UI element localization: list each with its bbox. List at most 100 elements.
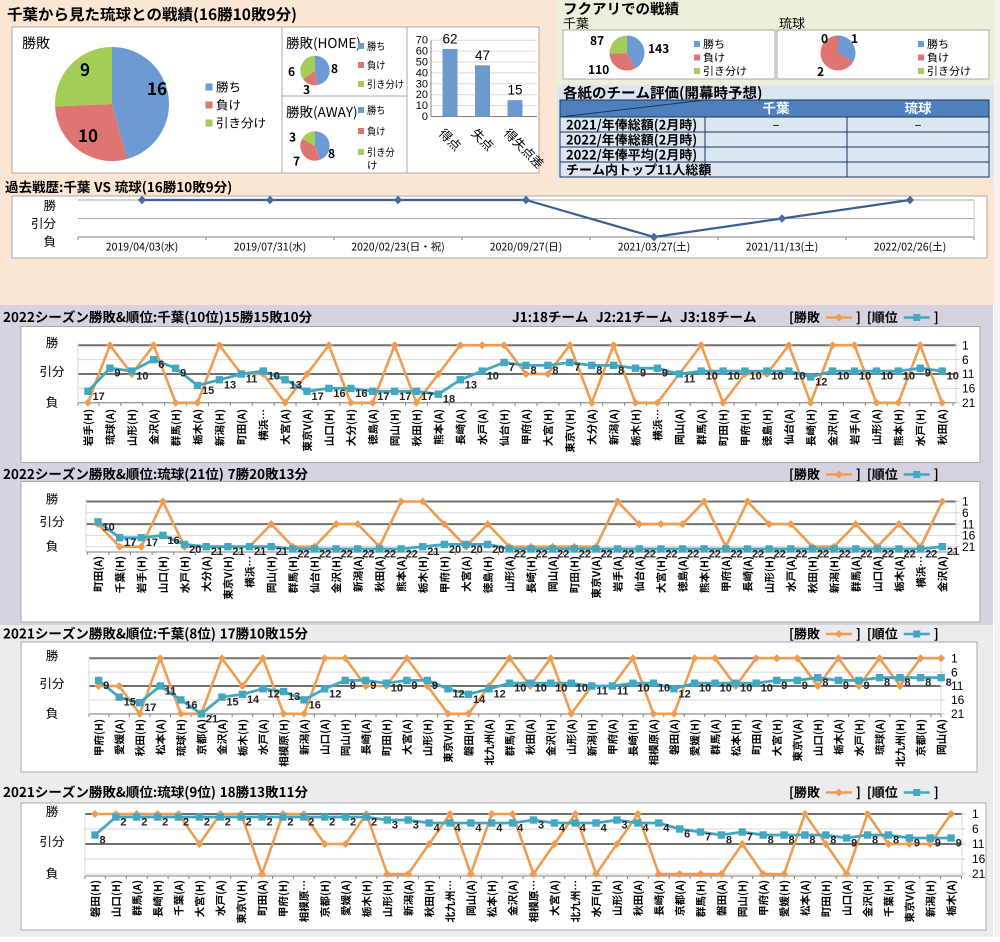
svg-text:6: 6 (962, 506, 969, 520)
svg-text:20: 20 (471, 544, 483, 556)
svg-text:9: 9 (781, 680, 787, 692)
svg-text:12: 12 (815, 376, 827, 388)
svg-text:15: 15 (124, 697, 136, 709)
svg-text:50: 50 (416, 57, 428, 69)
svg-text:0: 0 (422, 111, 428, 123)
svg-text:20: 20 (416, 89, 428, 101)
svg-text:22: 22 (730, 548, 742, 560)
svg-text:21: 21 (947, 546, 959, 558)
svg-text:16: 16 (185, 699, 197, 711)
svg-text:2: 2 (225, 817, 231, 829)
svg-text:1: 1 (951, 651, 958, 665)
svg-text:8: 8 (905, 677, 911, 689)
svg-text:22: 22 (600, 548, 612, 560)
svg-text:14: 14 (247, 694, 260, 706)
svg-text:2: 2 (371, 817, 377, 829)
svg-text:3: 3 (392, 820, 398, 832)
svg-text:9: 9 (114, 368, 120, 380)
svg-text:22: 22 (882, 548, 894, 560)
svg-text:8: 8 (893, 835, 899, 847)
svg-text:22: 22 (817, 548, 829, 560)
svg-text:22: 22 (752, 548, 764, 560)
svg-text:17: 17 (421, 391, 433, 403)
svg-text:8: 8 (726, 835, 732, 847)
svg-text:2: 2 (120, 817, 126, 829)
svg-text:8: 8 (552, 365, 558, 377)
svg-text:2: 2 (141, 817, 147, 829)
svg-text:10: 10 (658, 683, 670, 695)
svg-text:2: 2 (183, 817, 189, 829)
svg-text:9: 9 (925, 368, 931, 380)
svg-text:8: 8 (789, 835, 795, 847)
svg-text:17: 17 (124, 537, 136, 549)
svg-text:21: 21 (276, 546, 288, 558)
svg-text:10: 10 (555, 683, 567, 695)
svg-text:22: 22 (384, 548, 396, 560)
svg-text:7: 7 (705, 832, 711, 844)
svg-text:21: 21 (951, 707, 965, 721)
svg-text:22: 22 (665, 548, 677, 560)
svg-text:10: 10 (637, 683, 649, 695)
svg-text:9: 9 (350, 680, 356, 692)
svg-text:60: 60 (416, 46, 428, 58)
svg-text:6: 6 (684, 829, 690, 841)
svg-text:10: 10 (268, 371, 280, 383)
svg-text:11: 11 (972, 837, 985, 851)
svg-text:10: 10 (514, 683, 526, 695)
svg-text:17: 17 (93, 391, 105, 403)
svg-text:17: 17 (144, 702, 156, 714)
svg-text:7: 7 (574, 362, 580, 374)
svg-text:22: 22 (319, 548, 331, 560)
svg-text:8: 8 (100, 835, 106, 847)
svg-text:12: 12 (329, 688, 341, 700)
svg-text:11: 11 (962, 517, 975, 531)
svg-text:22: 22 (839, 548, 851, 560)
svg-text:22: 22 (579, 548, 591, 560)
svg-text:9: 9 (370, 680, 376, 692)
svg-text:7: 7 (509, 362, 515, 374)
svg-text:10: 10 (391, 683, 403, 695)
svg-text:10: 10 (699, 683, 711, 695)
svg-text:16: 16 (333, 388, 345, 400)
svg-text:3: 3 (538, 820, 544, 832)
svg-text:10: 10 (740, 683, 752, 695)
svg-text:16: 16 (972, 852, 986, 866)
svg-text:11: 11 (617, 686, 629, 698)
svg-text:9: 9 (863, 680, 869, 692)
svg-text:9: 9 (802, 680, 808, 692)
svg-text:3: 3 (413, 820, 419, 832)
svg-text:10: 10 (720, 683, 732, 695)
svg-text:22: 22 (795, 548, 807, 560)
svg-text:10: 10 (728, 371, 740, 383)
svg-text:4: 4 (496, 823, 503, 835)
svg-text:21: 21 (232, 546, 244, 558)
svg-text:18: 18 (443, 394, 455, 406)
svg-text:8: 8 (830, 835, 836, 847)
svg-text:10: 10 (947, 371, 959, 383)
svg-text:30: 30 (416, 78, 428, 90)
svg-text:8: 8 (925, 677, 931, 689)
svg-text:15: 15 (226, 697, 238, 709)
svg-text:40: 40 (416, 67, 428, 79)
svg-text:22: 22 (362, 548, 374, 560)
svg-text:9: 9 (640, 368, 646, 380)
svg-text:21: 21 (972, 867, 986, 881)
svg-text:16: 16 (355, 388, 367, 400)
svg-text:2: 2 (162, 817, 168, 829)
svg-text:10: 10 (859, 371, 871, 383)
svg-text:21: 21 (211, 546, 223, 558)
svg-text:22: 22 (774, 548, 786, 560)
svg-text:70: 70 (416, 35, 428, 47)
svg-text:8: 8 (618, 365, 624, 377)
svg-text:6: 6 (972, 822, 979, 836)
svg-text:2: 2 (267, 817, 273, 829)
svg-text:22: 22 (341, 548, 353, 560)
svg-text:16: 16 (962, 382, 976, 396)
svg-text:10: 10 (136, 371, 148, 383)
svg-text:22: 22 (687, 548, 699, 560)
svg-text:21: 21 (962, 396, 976, 410)
svg-text:10: 10 (576, 683, 588, 695)
svg-text:22: 22 (709, 548, 721, 560)
svg-text:10: 10 (416, 100, 428, 112)
svg-text:16: 16 (962, 529, 976, 543)
